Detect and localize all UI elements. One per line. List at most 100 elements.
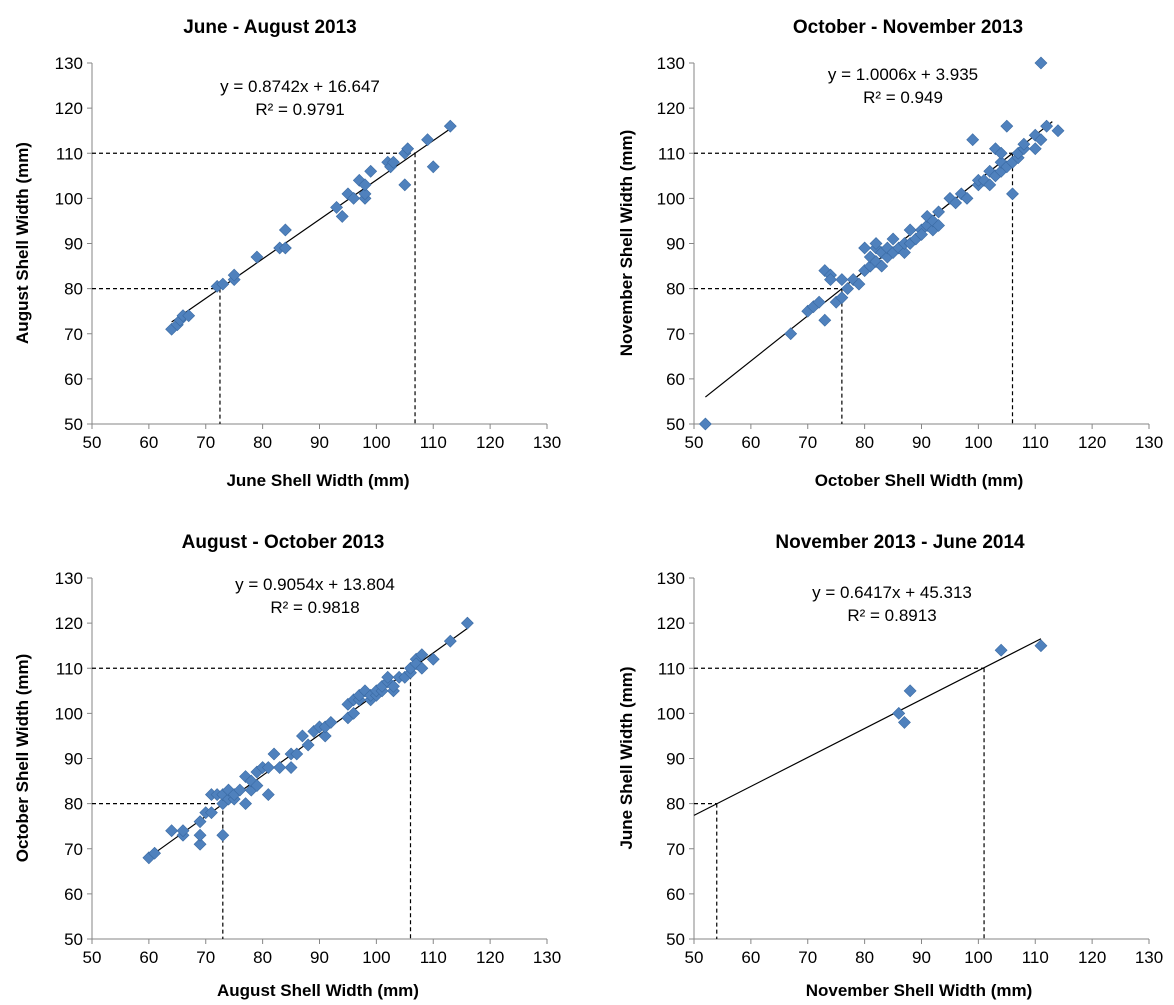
x-tick-label: 110 xyxy=(420,948,447,967)
data-point xyxy=(216,277,230,291)
chart-title: June - August 2013 xyxy=(183,17,357,38)
y-tick-label: 120 xyxy=(55,614,83,633)
data-point xyxy=(858,241,872,255)
data-point xyxy=(994,146,1008,160)
y-tick-label: 70 xyxy=(666,325,685,344)
data-point xyxy=(898,246,911,259)
r-squared-label: R² = 0.949 xyxy=(863,88,943,107)
x-tick-label: 110 xyxy=(1022,433,1049,452)
x-tick-label: 130 xyxy=(533,433,561,452)
x-tick-label: 60 xyxy=(741,433,760,452)
y-tick-label: 110 xyxy=(56,659,83,678)
data-point xyxy=(261,788,275,802)
data-point xyxy=(460,616,474,630)
data-point xyxy=(381,670,395,684)
chart-panel-3: August - October 2013 50 60 70 80 90 100 110 120… xyxy=(13,532,561,1000)
trendline xyxy=(693,638,1042,816)
y-axis-label: October Shell Width (mm) xyxy=(13,654,32,863)
x-tick-label: 100 xyxy=(362,948,390,967)
data-point xyxy=(421,133,434,147)
y-tick-label: 130 xyxy=(657,569,685,588)
data-point xyxy=(960,191,974,205)
data-point xyxy=(250,250,264,264)
data-point xyxy=(387,155,400,169)
data-point xyxy=(273,761,287,774)
y-tick-label: 60 xyxy=(666,885,685,904)
x-tick-label: 120 xyxy=(476,948,504,967)
data-point xyxy=(182,309,196,323)
data-point xyxy=(347,191,361,205)
data-point xyxy=(1034,56,1048,70)
x-tick-label: 60 xyxy=(741,948,760,967)
data-point xyxy=(1051,124,1065,138)
data-point xyxy=(966,133,980,147)
r-squared-label: R² = 0.9791 xyxy=(255,100,344,119)
x-tick-label: 50 xyxy=(83,948,102,967)
data-point xyxy=(261,761,275,774)
data-point xyxy=(932,205,945,219)
data-point xyxy=(852,277,866,291)
data-point xyxy=(994,643,1008,657)
data-point xyxy=(903,223,917,237)
chart-panel-2: October - November 2013 50 60 70 80 90 100 110 1… xyxy=(617,17,1163,490)
trendline-equation: y = 0.9054x + 13.804 xyxy=(235,575,395,594)
x-tick-label: 80 xyxy=(855,433,874,452)
data-point xyxy=(284,761,298,774)
data-point xyxy=(1000,119,1014,133)
data-point xyxy=(193,837,207,851)
data-point xyxy=(869,237,883,250)
data-point xyxy=(176,824,190,838)
y-tick-label: 90 xyxy=(64,750,83,769)
x-axis-label: August Shell Width (mm) xyxy=(217,981,419,1000)
data-point xyxy=(875,259,889,273)
x-tick-label: 60 xyxy=(139,948,158,967)
data-point xyxy=(949,196,963,210)
x-tick-label: 110 xyxy=(420,433,447,452)
data-point xyxy=(250,779,264,792)
data-point xyxy=(835,273,849,287)
y-tick-label: 50 xyxy=(666,930,685,949)
y-tick-label: 130 xyxy=(657,54,685,73)
x-tick-label: 120 xyxy=(1078,948,1106,967)
x-tick-label: 100 xyxy=(964,433,992,452)
y-tick-label: 50 xyxy=(666,415,685,434)
data-point xyxy=(239,797,252,811)
data-point xyxy=(415,661,429,675)
data-point xyxy=(358,187,372,201)
data-point xyxy=(318,729,332,743)
data-point xyxy=(398,178,412,192)
data-point xyxy=(296,729,309,743)
data-point xyxy=(784,327,798,341)
y-tick-label: 60 xyxy=(64,885,83,904)
data-point xyxy=(886,232,900,246)
data-point xyxy=(1034,639,1048,653)
x-tick-label: 80 xyxy=(253,433,272,452)
data-point xyxy=(932,219,945,232)
data-point xyxy=(278,223,292,237)
y-tick-label: 130 xyxy=(55,569,83,588)
y-tick-label: 100 xyxy=(55,704,83,723)
x-tick-label: 70 xyxy=(196,433,215,452)
data-point xyxy=(358,178,372,192)
data-point xyxy=(1006,187,1019,201)
y-axis-label: June Shell Width (mm) xyxy=(617,666,636,849)
x-tick-label: 90 xyxy=(310,433,329,452)
data-point xyxy=(426,652,440,666)
data-point xyxy=(233,783,247,797)
data-point xyxy=(698,417,712,431)
y-tick-label: 70 xyxy=(64,325,83,344)
data-point xyxy=(347,706,361,720)
x-tick-label: 110 xyxy=(1022,948,1049,967)
data-point xyxy=(812,295,826,309)
data-point xyxy=(330,200,343,214)
data-point xyxy=(1028,142,1042,156)
data-point xyxy=(324,715,338,729)
data-point xyxy=(364,164,378,178)
data-point xyxy=(335,210,349,223)
data-point xyxy=(165,824,179,838)
y-tick-label: 100 xyxy=(55,189,83,208)
data-point xyxy=(148,846,161,860)
y-tick-label: 110 xyxy=(658,659,685,678)
data-point xyxy=(824,273,837,287)
data-point xyxy=(898,715,911,729)
